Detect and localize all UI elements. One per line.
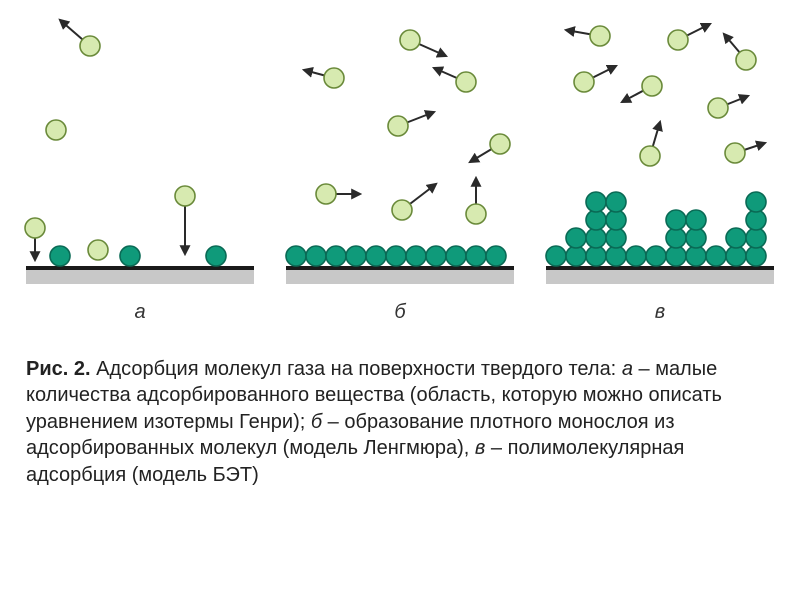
substrate [286,270,514,284]
adsorbed-molecule [746,210,766,230]
adsorbed-molecule [586,210,606,230]
adsorbed-molecule [666,246,686,266]
adsorbed-molecule [586,192,606,212]
gas-molecule [400,30,420,50]
gas-molecule [736,50,756,70]
adsorbed-molecule [666,210,686,230]
gas-molecule [46,120,66,140]
adsorbed-molecule [566,246,586,266]
gas-molecule [668,30,688,50]
surface-line [546,266,774,270]
adsorbed-molecule [346,246,366,266]
substrate [546,270,774,284]
adsorbed-molecule [726,228,746,248]
gas-molecule [466,204,486,224]
adsorbed-molecule [120,246,140,266]
adsorbed-molecule [606,210,626,230]
gas-molecule [708,98,728,118]
adsorbed-molecule [426,246,446,266]
panels-row: абв [20,18,780,298]
adsorbed-molecule [386,246,406,266]
gas-molecule [456,72,476,92]
adsorbed-molecule [206,246,226,266]
gas-molecule [392,200,412,220]
panel-v: в [540,18,780,298]
substrate [26,270,254,284]
gas-molecule [88,240,108,260]
gas-molecule [80,36,100,56]
adsorbed-molecule [646,246,666,266]
caption-item-ref: б [311,411,322,433]
adsorbed-molecule [466,246,486,266]
gas-molecule [640,146,660,166]
figure-caption: Рис. 2. Адсорбция молекул газа на поверх… [20,356,780,488]
figure-container: абв Рис. 2. Адсорбция молекул газа на по… [0,0,800,600]
adsorbed-molecule [686,246,706,266]
gas-molecule [642,76,662,96]
panel-svg [540,18,780,298]
adsorbed-molecule [566,228,586,248]
adsorbed-molecule [306,246,326,266]
surface-line [286,266,514,270]
adsorbed-molecule [666,228,686,248]
adsorbed-molecule [686,228,706,248]
adsorbed-molecule [706,246,726,266]
panel-label: а [20,301,260,324]
adsorbed-molecule [606,192,626,212]
adsorbed-molecule [446,246,466,266]
panel-svg [280,18,520,298]
panel-a: а [20,18,260,298]
adsorbed-molecule [50,246,70,266]
gas-molecule [725,143,745,163]
panel-b: б [280,18,520,298]
adsorbed-molecule [326,246,346,266]
gas-molecule [590,26,610,46]
panel-label: б [280,301,520,324]
gas-molecule [175,186,195,206]
adsorbed-molecule [746,192,766,212]
adsorbed-molecule [286,246,306,266]
gas-molecule [490,134,510,154]
caption-title: Адсорбция молекул газа на поверхности тв… [96,358,616,380]
gas-molecule [324,68,344,88]
adsorbed-molecule [626,246,646,266]
caption-item-ref: а [622,358,633,380]
gas-molecule [388,116,408,136]
adsorbed-molecule [746,246,766,266]
adsorbed-molecule [746,228,766,248]
panel-label: в [540,301,780,324]
adsorbed-molecule [486,246,506,266]
adsorbed-molecule [586,246,606,266]
gas-molecule [316,184,336,204]
adsorbed-molecule [586,228,606,248]
adsorbed-molecule [686,210,706,230]
gas-molecule [574,72,594,92]
gas-molecule [25,218,45,238]
adsorbed-molecule [406,246,426,266]
adsorbed-molecule [546,246,566,266]
panel-svg [20,18,260,298]
caption-item-ref: в [475,437,485,459]
adsorbed-molecule [366,246,386,266]
adsorbed-molecule [606,246,626,266]
adsorbed-molecule [726,246,746,266]
adsorbed-molecule [606,228,626,248]
caption-lead: Рис. 2. [26,358,91,380]
